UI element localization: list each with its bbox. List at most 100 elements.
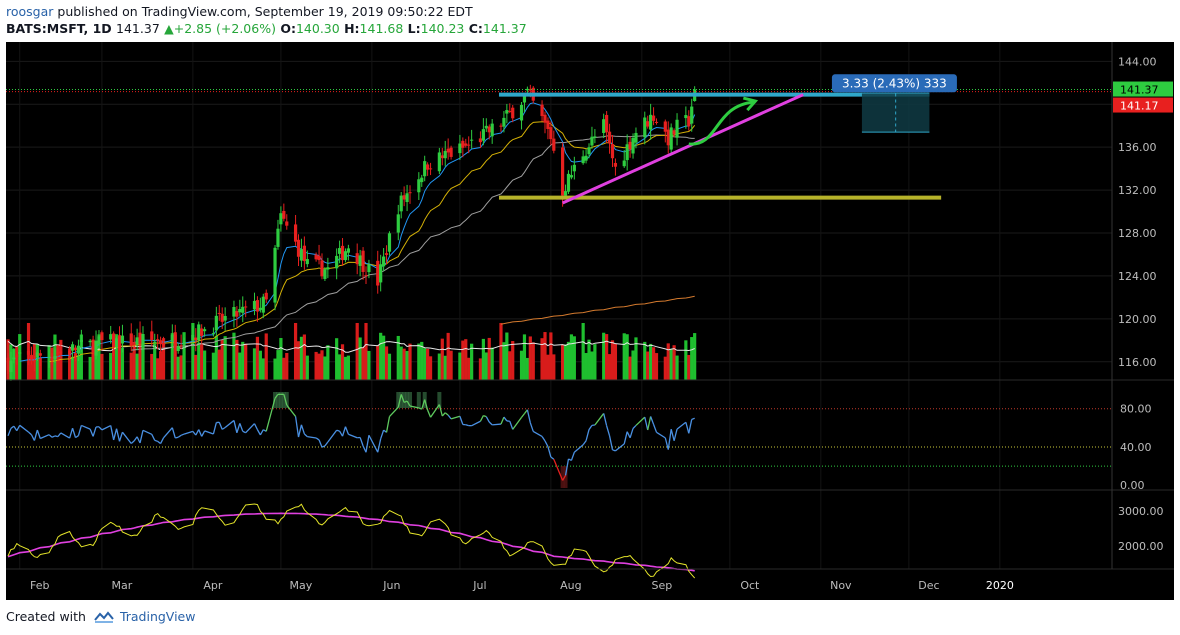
rsi-line-segment (239, 423, 244, 432)
volume-bar (358, 337, 362, 380)
rsi-line-segment (608, 435, 614, 450)
rsi-line-segment (336, 429, 340, 432)
volume-bar (194, 354, 198, 380)
candle-body (129, 333, 133, 346)
rsi-line-segment (136, 436, 141, 444)
candle-body (634, 132, 638, 143)
rsi-line-segment (139, 430, 144, 444)
volume-bar (693, 333, 697, 380)
candle-body (191, 334, 195, 340)
projection-arrow-head (742, 96, 759, 112)
volume-bar (605, 334, 609, 380)
rsi-line-segment (459, 416, 464, 425)
rsi-line-segment (547, 446, 552, 458)
rsi-tick-label: 40.00 (1120, 441, 1152, 454)
candle-body (38, 353, 42, 356)
rsi-line-segment (485, 416, 490, 423)
volume-bar (320, 350, 324, 380)
rsi-line-segment (664, 437, 669, 450)
candle-body (117, 336, 122, 349)
volume-bar (669, 349, 673, 380)
volume-bar (314, 351, 318, 380)
volume-bar (666, 343, 670, 380)
volume-bar (549, 332, 553, 380)
candle-body (15, 355, 19, 357)
candle-body (203, 329, 207, 332)
candle-body (153, 341, 157, 344)
rsi-line-segment (691, 417, 695, 421)
candle-body (217, 312, 221, 314)
author-link[interactable]: roosgar (6, 4, 54, 19)
volume-bar (335, 338, 339, 380)
rsi-line-segment (368, 434, 379, 453)
volume-bar (241, 341, 245, 380)
volume-bar (646, 351, 650, 380)
rsi-line-segment (479, 415, 484, 422)
volume-bar (141, 345, 145, 380)
rsi-line-segment (447, 414, 452, 420)
candle-body (100, 332, 104, 341)
time-tick-label: Apr (203, 579, 223, 592)
candle-body (631, 137, 635, 154)
rsi-line-segment (438, 404, 443, 417)
candle-body (261, 296, 265, 313)
rsi-line-segment (98, 426, 103, 431)
rsi-line-segment (177, 434, 182, 438)
candle-body (161, 342, 166, 346)
volume-bar (487, 337, 491, 380)
volume-bar (543, 332, 547, 380)
rsi-line-segment (441, 412, 446, 417)
rsi-line-segment (212, 422, 217, 435)
candle-body (211, 333, 216, 335)
volume-bar (610, 340, 615, 380)
candle-body (70, 344, 75, 351)
candle-body (252, 300, 257, 310)
rsi-line-segment (512, 417, 523, 430)
candle-body (26, 350, 31, 355)
oscillator-tick-label: 2000.00 (1118, 540, 1164, 553)
candle-body (663, 121, 667, 132)
price-tick-label: 144.00 (1118, 55, 1157, 68)
price-tick-label: 128.00 (1118, 227, 1157, 240)
candle-body (546, 120, 550, 130)
candle-body (387, 233, 392, 252)
rsi-oversold-shade (563, 466, 568, 488)
rsi-line-segment (341, 426, 347, 437)
candle-body (361, 250, 365, 272)
volume-bar (634, 337, 638, 380)
publish-info: roosgar published on TradingView.com, Se… (6, 4, 473, 19)
candle-body (675, 119, 679, 138)
rsi-line-segment (201, 430, 206, 437)
volume-bar (299, 336, 304, 380)
volume-bar (355, 323, 359, 380)
rsi-line-segment (297, 424, 303, 438)
rsi-line-segment (406, 400, 411, 407)
candle-body (88, 340, 92, 343)
oscillator-tick-label: 3000.00 (1118, 505, 1164, 518)
rsi-line-segment (380, 429, 385, 440)
rsi-line-segment (359, 437, 364, 447)
rsi-overbought-shade (281, 392, 286, 408)
volume-bar (179, 355, 183, 380)
candle-body (437, 152, 441, 172)
candle-body (94, 340, 98, 356)
candle-body (173, 332, 177, 348)
candle-body (428, 168, 433, 170)
volume-bar (170, 333, 174, 380)
rsi-line-segment (19, 424, 29, 433)
rsi-overbought-shade (408, 392, 413, 408)
rsi-line-segment (656, 431, 666, 439)
chart-frame[interactable]: 3.33 (2.43%) 333144.00140.00136.00132.00… (6, 42, 1174, 600)
tradingview-brand-link[interactable]: TradingView (119, 609, 196, 624)
chart-canvas[interactable]: 3.33 (2.43%) 333144.00140.00136.00132.00… (6, 42, 1174, 600)
volume-bar (252, 348, 257, 380)
rsi-line-segment (51, 435, 56, 438)
volume-bar (232, 332, 236, 380)
candle-body (470, 139, 474, 141)
rsi-overbought-shade (402, 392, 407, 408)
rsi-line-segment (582, 440, 587, 446)
volume-bar (426, 348, 430, 380)
measure-label-box (831, 74, 957, 93)
price-tick-label: 116.00 (1118, 356, 1157, 369)
rsi-tick-label: 80.00 (1120, 403, 1152, 416)
